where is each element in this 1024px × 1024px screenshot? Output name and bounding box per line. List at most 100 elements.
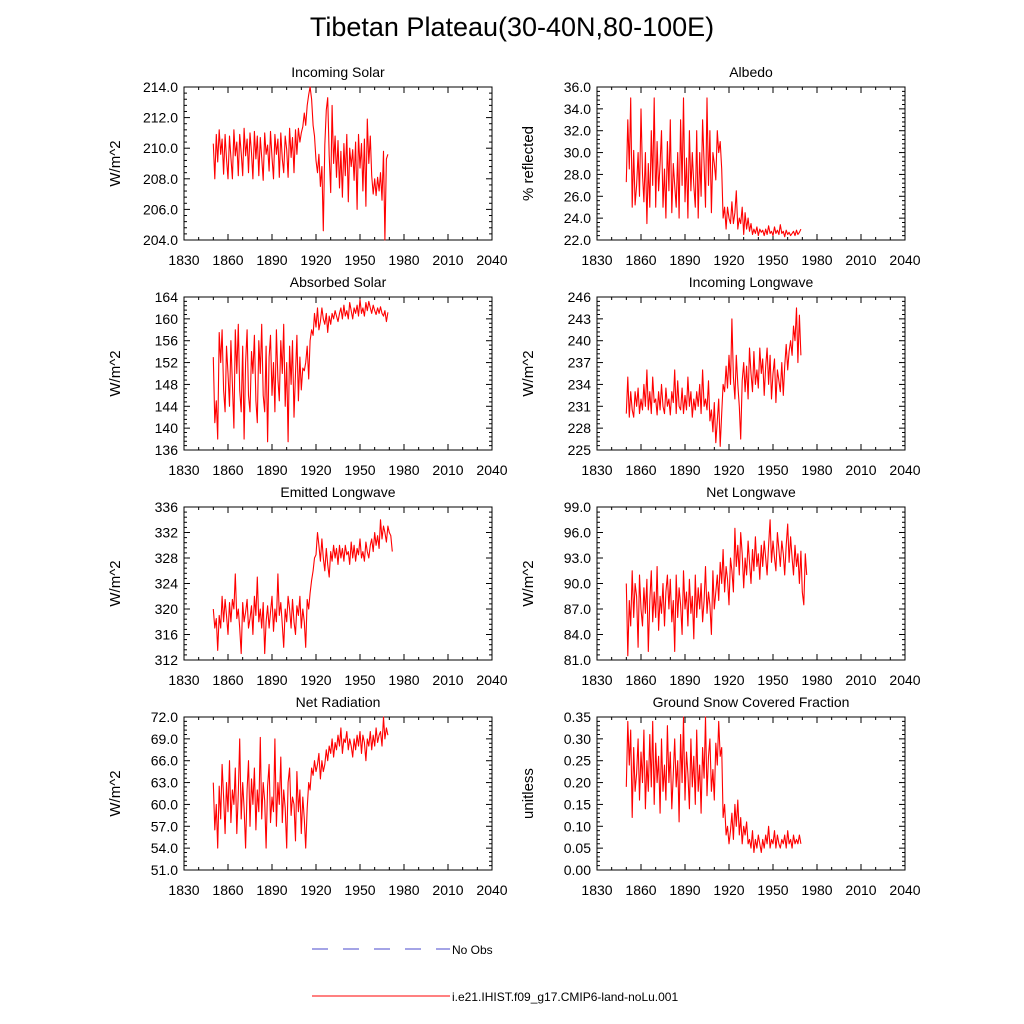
plot-frame (596, 716, 906, 871)
y-tick-label: 225 (568, 442, 592, 458)
y-tick-label: 57.0 (151, 818, 178, 834)
x-tick-label: 2040 (476, 882, 507, 898)
y-tick-label: 54.0 (151, 840, 178, 856)
y-tick-label: 0.10 (564, 818, 591, 834)
y-tick-label: 316 (155, 627, 179, 643)
y-tick-label: 26.0 (564, 188, 591, 204)
y-tick-label: 237 (568, 355, 592, 371)
y-tick-label: 81.0 (564, 652, 591, 668)
y-tick-label: 0.15 (564, 796, 591, 812)
y-tick-label: 69.0 (151, 731, 178, 747)
x-tick-label: 2010 (432, 462, 463, 478)
y-tick-label: 152 (155, 355, 179, 371)
x-tick-label: 1830 (581, 882, 612, 898)
y-tick-label: 164 (155, 289, 179, 305)
x-tick-label: 1860 (212, 462, 243, 478)
x-tick-label: 1950 (757, 672, 788, 688)
y-tick-label: 63.0 (151, 775, 178, 791)
y-tick-label: 156 (155, 333, 179, 349)
panel-title: Albedo (729, 64, 773, 80)
y-axis-label: W/m^2 (107, 140, 124, 186)
y-tick-label: 136 (155, 442, 179, 458)
y-tick-label: 243 (568, 311, 592, 327)
x-tick-label: 1950 (344, 252, 375, 268)
x-tick-label: 2040 (889, 252, 920, 268)
x-tick-label: 1920 (300, 252, 331, 268)
x-tick-label: 2010 (432, 672, 463, 688)
x-tick-label: 1920 (300, 462, 331, 478)
y-axis-label: % reflected (520, 126, 537, 201)
y-tick-label: 0.00 (564, 862, 591, 878)
panel-title: Incoming Longwave (689, 274, 814, 290)
y-tick-label: 148 (155, 376, 179, 392)
plot-frame (183, 86, 493, 241)
x-tick-label: 1830 (168, 252, 199, 268)
y-tick-label: 22.0 (564, 232, 591, 248)
series-line (212, 716, 389, 849)
main-title: Tibetan Plateau(30-40N,80-100E) (309, 12, 715, 42)
y-tick-label: 96.0 (564, 525, 591, 541)
plot-frame (183, 506, 493, 661)
plot-frame (183, 296, 493, 451)
x-tick-label: 1920 (300, 672, 331, 688)
x-tick-label: 1950 (344, 462, 375, 478)
x-tick-label: 1950 (757, 882, 788, 898)
y-tick-label: 36.0 (564, 79, 591, 95)
x-tick-label: 1830 (168, 462, 199, 478)
y-tick-label: 234 (568, 376, 592, 392)
y-tick-label: 336 (155, 499, 179, 515)
y-tick-label: 0.25 (564, 753, 591, 769)
x-tick-label: 1980 (801, 882, 832, 898)
x-tick-label: 2040 (889, 882, 920, 898)
x-tick-label: 1920 (300, 882, 331, 898)
panel-title: Incoming Solar (291, 64, 385, 80)
y-tick-label: 0.20 (564, 775, 591, 791)
y-tick-label: 0.05 (564, 840, 591, 856)
y-axis-label: W/m^2 (520, 350, 537, 396)
panel-title: Net Radiation (296, 694, 381, 710)
y-tick-label: 90.0 (564, 576, 591, 592)
x-tick-label: 1950 (344, 882, 375, 898)
y-tick-label: 208.0 (143, 171, 178, 187)
y-tick-label: 246 (568, 289, 592, 305)
x-tick-label: 2040 (889, 672, 920, 688)
x-tick-label: 1830 (168, 672, 199, 688)
y-axis-label: W/m^2 (520, 560, 537, 606)
x-tick-label: 1920 (713, 462, 744, 478)
y-axis-label: W/m^2 (107, 350, 124, 396)
x-tick-label: 2010 (845, 252, 876, 268)
y-tick-label: 231 (568, 398, 592, 414)
y-tick-label: 144 (155, 398, 179, 414)
y-tick-label: 328 (155, 550, 179, 566)
y-tick-label: 51.0 (151, 862, 178, 878)
series-line (625, 519, 808, 657)
series-line (625, 97, 802, 238)
x-tick-label: 1830 (581, 672, 612, 688)
y-tick-label: 28.0 (564, 166, 591, 182)
panel-title: Ground Snow Covered Fraction (653, 694, 850, 710)
y-axis-label: unitless (520, 768, 537, 819)
y-tick-label: 0.35 (564, 709, 591, 725)
x-tick-label: 1860 (212, 882, 243, 898)
y-tick-label: 240 (568, 333, 592, 349)
x-tick-label: 2040 (889, 462, 920, 478)
legend-no-obs-label: No Obs (452, 943, 493, 957)
x-tick-label: 2010 (845, 882, 876, 898)
y-tick-label: 204.0 (143, 232, 178, 248)
x-tick-label: 1980 (801, 672, 832, 688)
x-tick-label: 1830 (581, 462, 612, 478)
y-tick-label: 312 (155, 652, 179, 668)
y-tick-label: 87.0 (564, 601, 591, 617)
x-tick-label: 1920 (713, 252, 744, 268)
series-line (625, 716, 802, 854)
x-tick-label: 2040 (476, 462, 507, 478)
y-tick-label: 206.0 (143, 201, 178, 217)
x-tick-label: 1890 (669, 882, 700, 898)
legend-model-label: i.e21.IHIST.f09_g17.CMIP6-land-noLu.001 (452, 990, 678, 1004)
x-tick-label: 1860 (625, 462, 656, 478)
y-tick-label: 324 (155, 576, 179, 592)
x-tick-label: 1860 (212, 672, 243, 688)
y-tick-label: 320 (155, 601, 179, 617)
series-line (212, 86, 389, 241)
